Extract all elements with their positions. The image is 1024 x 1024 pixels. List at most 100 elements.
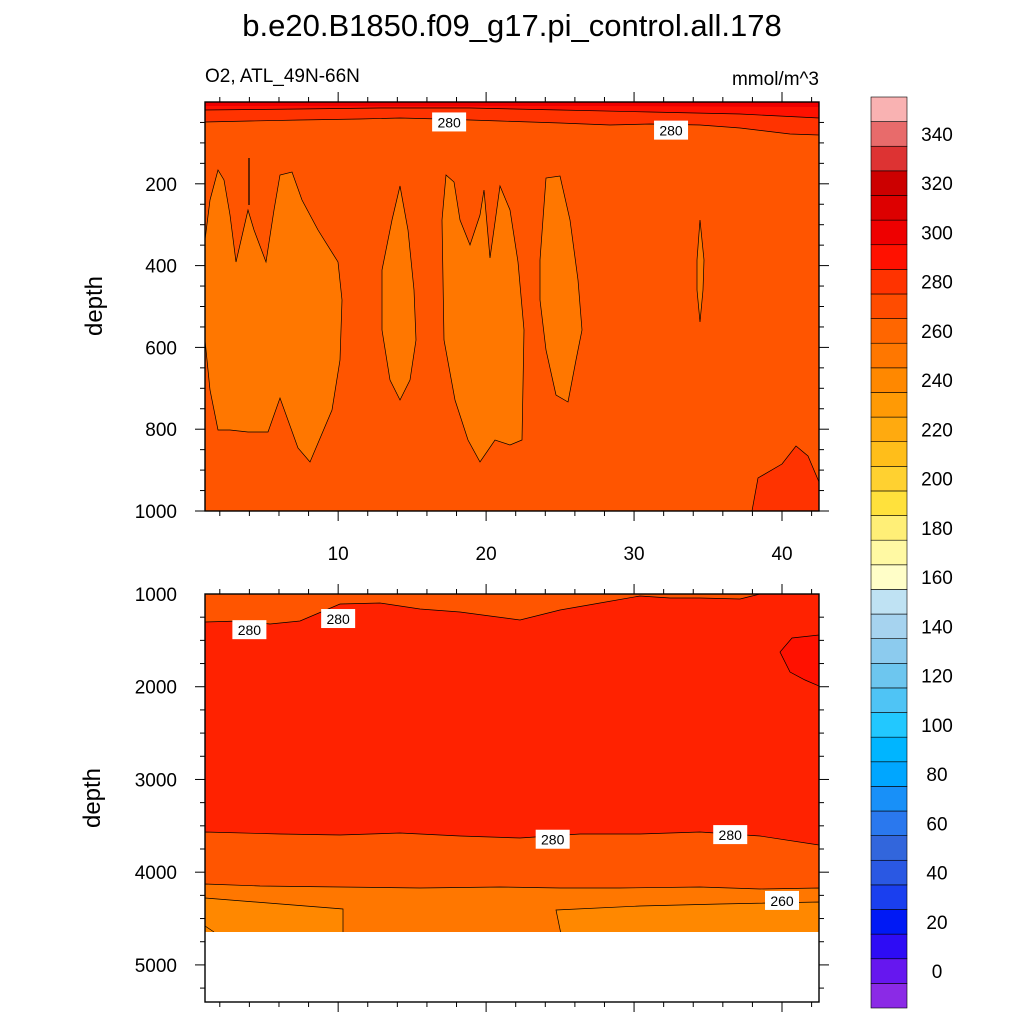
- lower-fill-top-270: [205, 594, 819, 625]
- colorbar-tick-label: 260: [921, 322, 953, 343]
- contour-label-box: [535, 829, 570, 849]
- colorbar-swatch: [870, 244, 908, 270]
- upper-ylabel: depth: [81, 276, 108, 336]
- colorbar-swatch: [870, 662, 908, 689]
- lower-ytick-label: 3000: [135, 770, 177, 791]
- contour-label-box: [713, 825, 748, 845]
- colorbar-swatch: [870, 195, 908, 221]
- colorbar-tick-label: 320: [921, 174, 953, 195]
- upper-panel: 10 20 30 40 200 400 600 800 1000 280 280: [135, 92, 829, 565]
- lower-ytick-label: 2000: [135, 678, 177, 699]
- colorbar-swatch: [870, 96, 908, 122]
- subtitle-right: mmol/m^3: [732, 69, 819, 90]
- colorbar-swatch: [870, 589, 908, 615]
- contour-label-text: 280: [541, 832, 565, 848]
- contour-label-text: 280: [659, 123, 683, 139]
- colorbar-swatch: [870, 170, 908, 196]
- colorbar-swatch: [870, 638, 908, 664]
- colorbar-swatch: [870, 564, 908, 590]
- contour-label-box: [232, 620, 267, 640]
- colorbar-swatch: [870, 145, 908, 172]
- colorbar-swatch: [870, 884, 908, 910]
- lower-nodata-region: [205, 932, 819, 1002]
- colorbar-tick-label: 80: [926, 765, 947, 786]
- colorbar-swatch: [870, 983, 908, 1009]
- xtick-label: 40: [771, 544, 792, 565]
- xtick-label: 30: [623, 544, 644, 565]
- colorbar-swatch: [870, 761, 908, 787]
- upper-axis-ticks: 10 20 30 40 200 400 600 800 1000: [135, 92, 829, 565]
- lower-ytick-label: 5000: [135, 956, 177, 977]
- chart-title: b.e20.B1850.f09_g17.pi_control.all.178: [242, 8, 782, 43]
- contour-label-text: 280: [238, 622, 262, 638]
- upper-deep-patch: [751, 445, 819, 511]
- contour-label-box: [765, 890, 800, 910]
- contour-label-box: [432, 112, 467, 132]
- lower-contour-labels: 280 280 280 280 260: [232, 609, 800, 910]
- lower-contours: [205, 594, 819, 1002]
- lower-ytick-label: 1000: [135, 585, 177, 606]
- colorbar-tick-label: 100: [921, 716, 953, 737]
- colorbar-swatch: [870, 490, 908, 516]
- colorbar-swatch: [870, 269, 908, 295]
- colorbar-swatch: [870, 786, 908, 812]
- lower-ytick-label: 4000: [135, 863, 177, 884]
- colorbar-swatch: [870, 342, 908, 369]
- colorbar-tick-label: 0: [932, 962, 943, 983]
- colorbar-swatch: [870, 515, 908, 541]
- colorbar-tick-label: 220: [921, 420, 953, 441]
- lower-patch-290: [779, 634, 819, 687]
- contour-label-text: 280: [437, 114, 461, 130]
- upper-lobe-4: [539, 175, 583, 403]
- colorbar-swatch: [870, 441, 908, 467]
- contour-label: 280: [432, 112, 467, 132]
- colorbar-swatch: [870, 392, 908, 418]
- contour-label: 280: [713, 825, 748, 845]
- contour-label-box: [654, 120, 689, 140]
- colorbar-tick-label: 140: [921, 617, 953, 638]
- contour-label-box: [321, 609, 356, 629]
- upper-contour-line-b: [205, 107, 819, 119]
- colorbar-swatch: [870, 367, 908, 393]
- colorbar-swatch: [870, 539, 908, 566]
- contour-label-text: 280: [719, 827, 743, 843]
- lower-axis-ticks: 1000 2000 3000 4000 5000: [135, 584, 829, 1012]
- colorbar-tick-label: 300: [921, 223, 953, 244]
- contour-label: 280: [654, 120, 689, 140]
- upper-lobe-5: [696, 219, 705, 323]
- upper-ytick-label: 400: [145, 257, 177, 278]
- lower-fill-250-c: [205, 925, 215, 933]
- lower-panel: 1000 2000 3000 4000 5000 280 280 280 280 260: [135, 584, 829, 1012]
- xtick-label: 20: [476, 544, 497, 565]
- colorbar: 0 20 40 60 80 100 120 140 160 180 200 220 240 260 280 3…: [870, 96, 953, 1009]
- colorbar-tick-label: 240: [921, 371, 953, 392]
- colorbar-swatch: [870, 859, 908, 886]
- colorbar-tick-label: 60: [926, 814, 947, 835]
- colorbar-swatch: [870, 293, 908, 319]
- upper-lobe-1: [205, 169, 343, 463]
- lower-ylabel: depth: [79, 768, 106, 828]
- upper-contour-line-a: [205, 117, 819, 136]
- lower-frame: [204, 593, 820, 1003]
- upper-ytick-label: 600: [145, 338, 177, 359]
- colorbar-swatch: [870, 687, 908, 713]
- xtick-label: 10: [328, 544, 349, 565]
- colorbar-swatch: [870, 958, 908, 984]
- contour-label: 260: [765, 890, 800, 910]
- contour-label: 280: [321, 609, 356, 629]
- colorbar-swatch: [870, 835, 908, 861]
- colorbar-swatch: [870, 466, 908, 492]
- colorbar-tick-label: 180: [921, 519, 953, 540]
- contour-label-text: 260: [770, 893, 794, 909]
- upper-ytick-label: 1000: [135, 502, 177, 523]
- colorbar-tick-label: 340: [921, 125, 953, 146]
- upper-ytick-label: 800: [145, 420, 177, 441]
- colorbar-swatch: [870, 416, 908, 443]
- colorbar-swatch: [870, 909, 908, 935]
- upper-lobe-3: [441, 174, 525, 463]
- contour-label: 280: [535, 829, 570, 849]
- colorbar-swatch: [870, 712, 908, 738]
- colorbar-tick-label: 160: [921, 568, 953, 589]
- upper-ytick-label: 200: [145, 175, 177, 196]
- colorbar-swatch: [870, 318, 908, 344]
